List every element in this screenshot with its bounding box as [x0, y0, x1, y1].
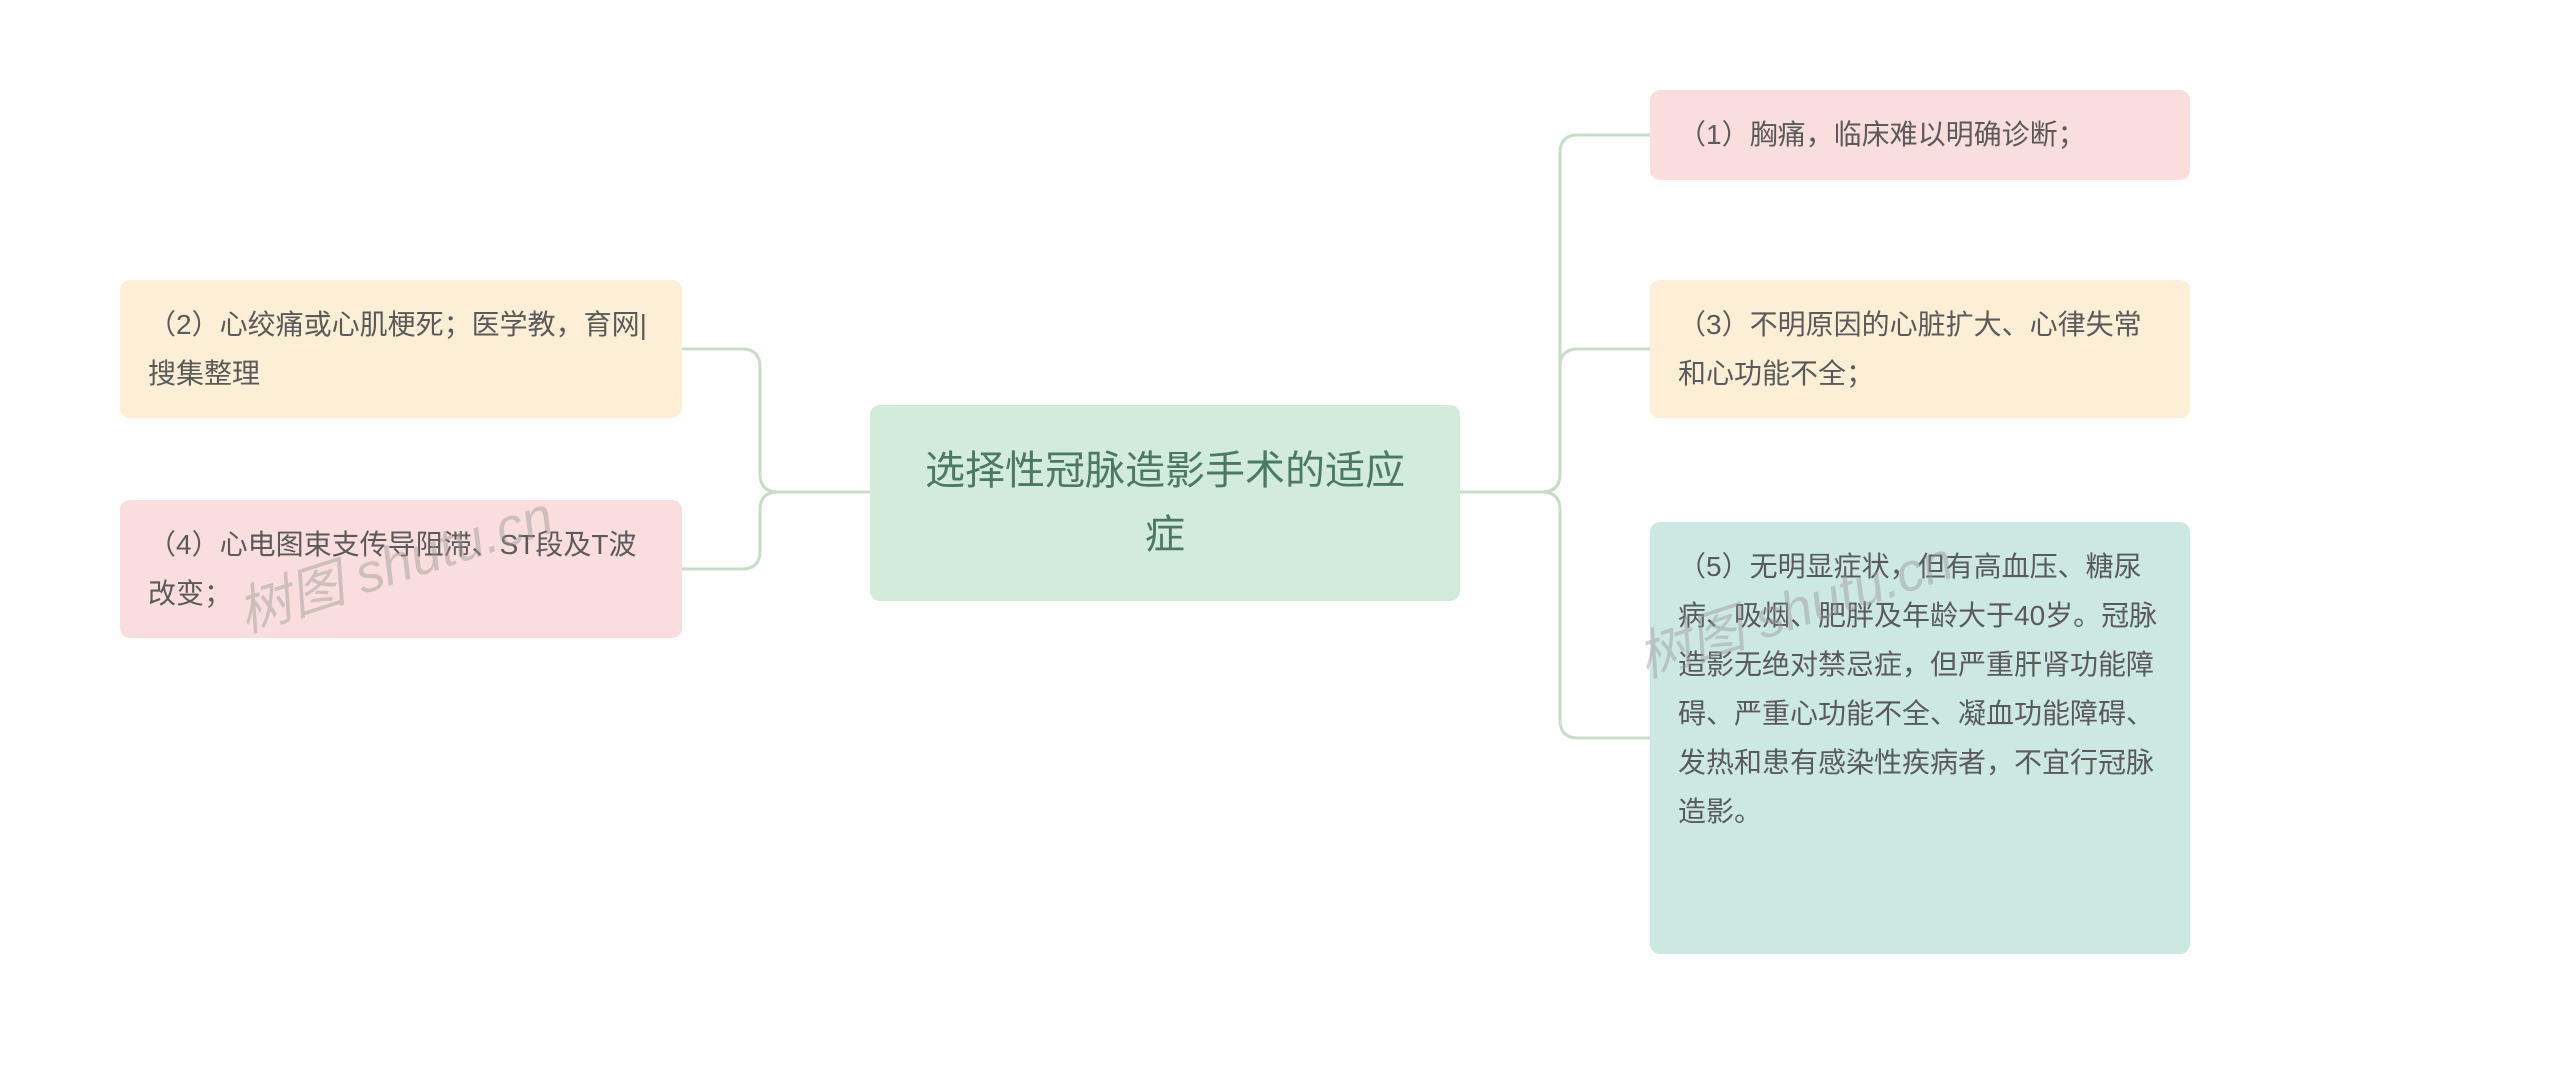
node-text: （1）胸痛，临床难以明确诊断；	[1678, 119, 2086, 150]
node-item-3: （3）不明原因的心脏扩大、心律失常和心功能不全；	[1650, 280, 2190, 418]
node-text: （3）不明原因的心脏扩大、心律失常和心功能不全；	[1678, 309, 2142, 389]
center-node: 选择性冠脉造影手术的适应症	[870, 405, 1460, 601]
center-text: 选择性冠脉造影手术的适应症	[925, 449, 1405, 557]
node-text: （4）心电图束支传导阻滞、ST段及T波改变；	[148, 529, 636, 609]
node-text: （2）心绞痛或心肌梗死；医学教，育网|搜集整理	[148, 309, 647, 389]
node-item-5: （5）无明显症状，但有高血压、糖尿病、吸烟、肥胖及年龄大于40岁。冠脉造影无绝对…	[1650, 522, 2190, 954]
node-item-2: （2）心绞痛或心肌梗死；医学教，育网|搜集整理	[120, 280, 682, 418]
node-item-4: （4）心电图束支传导阻滞、ST段及T波改变；	[120, 500, 682, 638]
node-text: （5）无明显症状，但有高血压、糖尿病、吸烟、肥胖及年龄大于40岁。冠脉造影无绝对…	[1678, 551, 2157, 827]
node-item-1: （1）胸痛，临床难以明确诊断；	[1650, 90, 2190, 180]
